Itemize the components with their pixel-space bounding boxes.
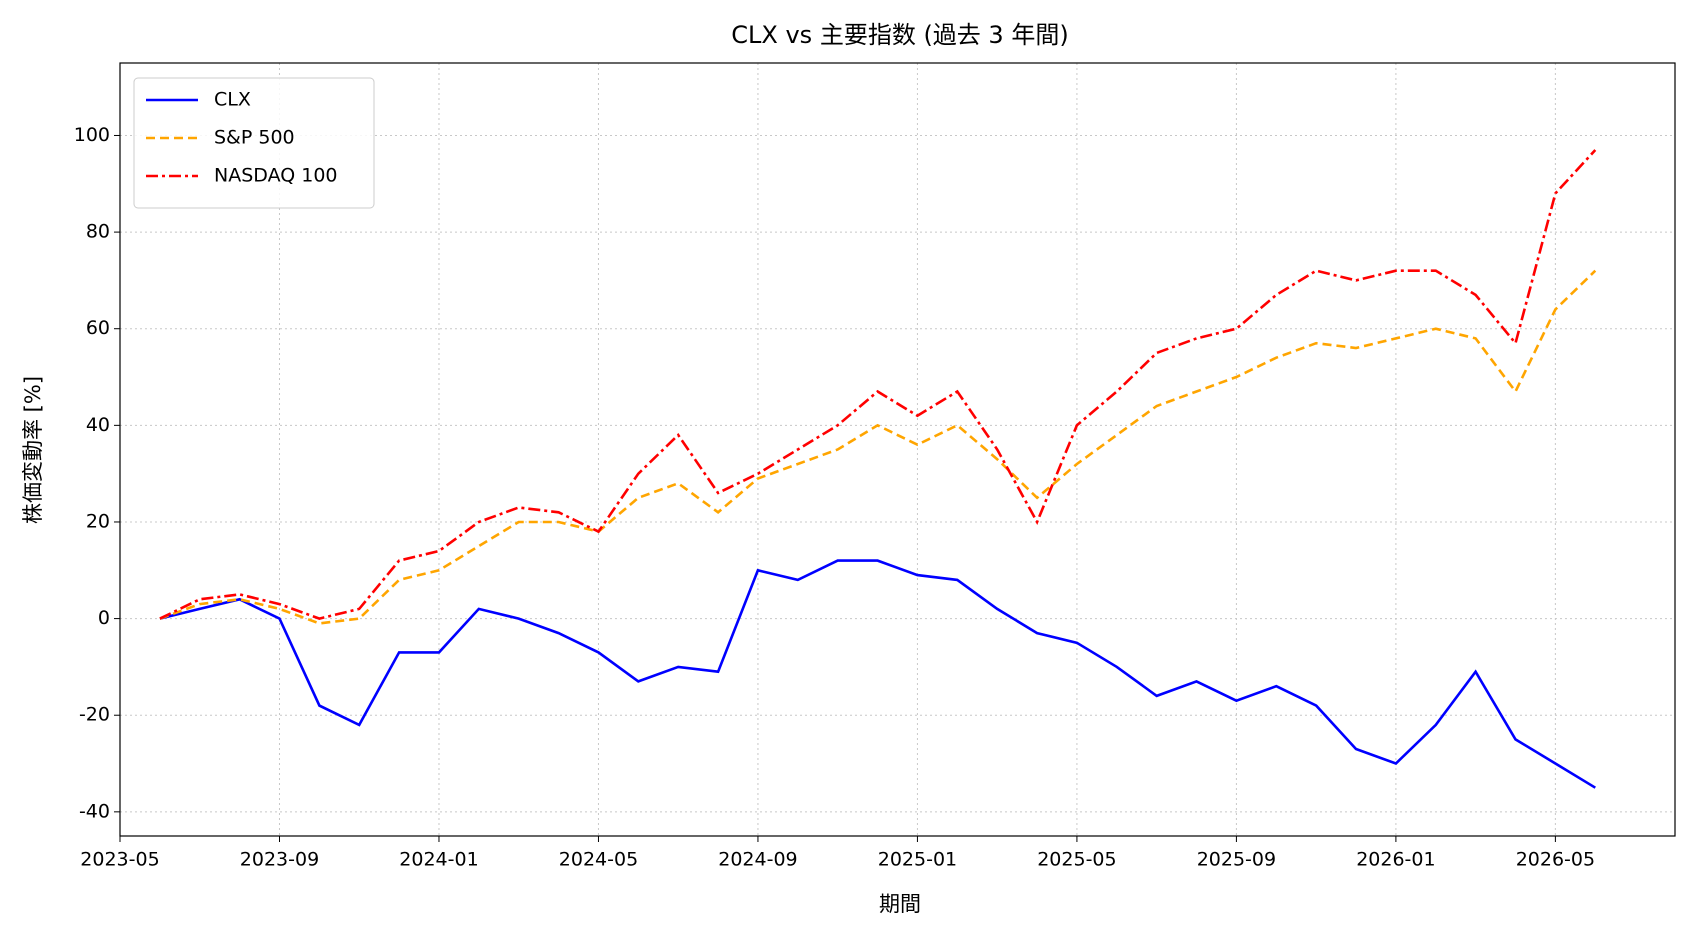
x-tick-label: 2025-01 [878, 849, 957, 871]
y-tick-label: -20 [79, 704, 110, 726]
x-tick-label: 2025-05 [1037, 849, 1116, 871]
y-tick-label: 60 [86, 317, 110, 339]
legend-label: CLX [214, 89, 251, 111]
x-tick-label: 2024-05 [559, 849, 638, 871]
y-tick-label: -40 [79, 800, 110, 822]
y-tick-label: 100 [74, 124, 110, 146]
x-tick-label: 2025-09 [1197, 849, 1276, 871]
x-tick-label: 2023-05 [80, 849, 159, 871]
x-tick-label: 2023-09 [240, 849, 319, 871]
legend-label: NASDAQ 100 [214, 165, 338, 187]
y-tick-label: 0 [98, 607, 110, 629]
plot-frame [119, 62, 1676, 837]
x-tick-label: 2026-01 [1356, 849, 1435, 871]
x-tick-label: 2026-05 [1516, 849, 1595, 871]
series-line [159, 559, 1596, 789]
y-tick-label: 80 [86, 221, 110, 243]
x-tick-label: 2024-09 [718, 849, 797, 871]
series-line [159, 269, 1597, 625]
series-line [159, 149, 1597, 620]
y-tick-label: 40 [86, 414, 110, 436]
chart-title: CLX vs 主要指数 (過去 3 年間) [731, 21, 1068, 49]
y-tick-label: 20 [86, 510, 110, 532]
x-axis-label: 期間 [879, 892, 921, 916]
x-tick-label: 2024-01 [399, 849, 478, 871]
y-axis-label: 株価変動率 [%] [21, 376, 45, 524]
legend-label: S&P 500 [214, 127, 295, 149]
